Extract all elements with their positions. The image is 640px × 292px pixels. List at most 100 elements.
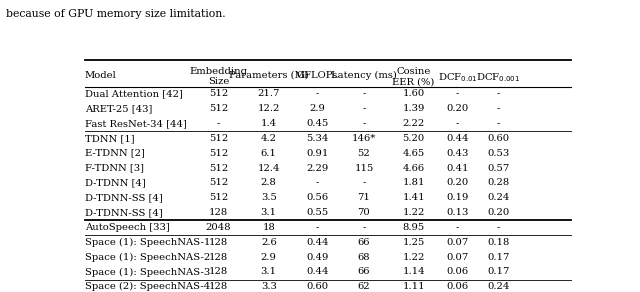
Text: 0.55: 0.55	[307, 208, 329, 217]
Text: 2.6: 2.6	[261, 238, 276, 247]
Text: -: -	[362, 104, 365, 113]
Text: 5.34: 5.34	[307, 134, 329, 143]
Text: Latency (ms): Latency (ms)	[331, 71, 397, 80]
Text: 3.1: 3.1	[260, 267, 276, 277]
Text: Embedding: Embedding	[189, 67, 248, 76]
Text: 128: 128	[209, 253, 228, 262]
Text: ARET-25 [43]: ARET-25 [43]	[85, 104, 152, 113]
Text: 0.60: 0.60	[307, 282, 329, 291]
Text: 128: 128	[209, 282, 228, 291]
Text: 0.41: 0.41	[446, 164, 468, 173]
Text: -: -	[456, 119, 459, 128]
Text: -: -	[497, 119, 500, 128]
Text: 1.25: 1.25	[403, 238, 425, 247]
Text: Space (1): SpeechNAS-3: Space (1): SpeechNAS-3	[85, 267, 210, 277]
Text: 0.56: 0.56	[307, 193, 329, 202]
Text: 0.17: 0.17	[487, 253, 509, 262]
Text: D-TDNN-SS [4]: D-TDNN-SS [4]	[85, 208, 163, 217]
Text: Dual Attention [42]: Dual Attention [42]	[85, 89, 183, 98]
Text: 512: 512	[209, 178, 228, 187]
Text: 0.49: 0.49	[307, 253, 329, 262]
Text: 2.8: 2.8	[260, 178, 276, 187]
Text: TDNN [1]: TDNN [1]	[85, 134, 134, 143]
Text: 0.91: 0.91	[307, 149, 329, 158]
Text: -: -	[497, 223, 500, 232]
Text: E-TDNN [2]: E-TDNN [2]	[85, 149, 145, 158]
Text: 18: 18	[262, 223, 275, 232]
Text: -: -	[456, 89, 459, 98]
Text: Space (1): SpeechNAS-2: Space (1): SpeechNAS-2	[85, 253, 210, 262]
Text: 0.07: 0.07	[446, 253, 468, 262]
Text: 128: 128	[209, 267, 228, 277]
Text: 0.44: 0.44	[446, 134, 468, 143]
Text: 0.24: 0.24	[487, 282, 509, 291]
Text: -: -	[316, 89, 319, 98]
Text: Model: Model	[85, 71, 116, 80]
Text: 0.20: 0.20	[487, 208, 509, 217]
Text: 512: 512	[209, 149, 228, 158]
Text: 512: 512	[209, 193, 228, 202]
Text: -: -	[362, 89, 365, 98]
Text: 2.29: 2.29	[307, 164, 329, 173]
Text: 0.24: 0.24	[487, 193, 509, 202]
Text: Parameters (M): Parameters (M)	[229, 71, 308, 80]
Text: 0.57: 0.57	[487, 164, 509, 173]
Text: 128: 128	[209, 238, 228, 247]
Text: 1.22: 1.22	[403, 208, 425, 217]
Text: 52: 52	[358, 149, 371, 158]
Text: 1.11: 1.11	[403, 282, 425, 291]
Text: Space (1): SpeechNAS-1: Space (1): SpeechNAS-1	[85, 238, 211, 247]
Text: 21.7: 21.7	[257, 89, 280, 98]
Text: 0.28: 0.28	[487, 178, 509, 187]
Text: Space (2): SpeechNAS-4: Space (2): SpeechNAS-4	[85, 282, 210, 291]
Text: 0.60: 0.60	[487, 134, 509, 143]
Text: 0.07: 0.07	[446, 238, 468, 247]
Text: 512: 512	[209, 134, 228, 143]
Text: EER (%): EER (%)	[392, 77, 435, 86]
Text: Cosine: Cosine	[396, 67, 431, 76]
Text: 0.43: 0.43	[446, 149, 468, 158]
Text: DCF$_{0.001}$: DCF$_{0.001}$	[476, 71, 520, 84]
Text: DCF$_{0.01}$: DCF$_{0.01}$	[438, 71, 477, 84]
Text: F-TDNN [3]: F-TDNN [3]	[85, 164, 144, 173]
Text: 0.13: 0.13	[446, 208, 468, 217]
Text: 1.41: 1.41	[403, 193, 425, 202]
Text: -: -	[362, 119, 365, 128]
Text: 5.20: 5.20	[403, 134, 425, 143]
Text: -: -	[217, 119, 220, 128]
Text: D-TDNN-SS [4]: D-TDNN-SS [4]	[85, 193, 163, 202]
Text: 3.3: 3.3	[260, 282, 276, 291]
Text: 512: 512	[209, 164, 228, 173]
Text: -: -	[456, 223, 459, 232]
Text: 2.22: 2.22	[403, 119, 425, 128]
Text: -: -	[362, 178, 365, 187]
Text: Size: Size	[208, 77, 229, 86]
Text: 62: 62	[358, 282, 371, 291]
Text: 12.2: 12.2	[257, 104, 280, 113]
Text: 512: 512	[209, 89, 228, 98]
Text: 0.18: 0.18	[487, 238, 509, 247]
Text: 1.22: 1.22	[403, 253, 425, 262]
Text: 0.20: 0.20	[446, 178, 468, 187]
Text: 71: 71	[358, 193, 371, 202]
Text: -: -	[316, 223, 319, 232]
Text: AutoSpeech [33]: AutoSpeech [33]	[85, 223, 170, 232]
Text: 4.2: 4.2	[260, 134, 276, 143]
Text: D-TDNN [4]: D-TDNN [4]	[85, 178, 146, 187]
Text: 4.65: 4.65	[403, 149, 425, 158]
Text: -: -	[497, 89, 500, 98]
Text: GFLOPs: GFLOPs	[297, 71, 338, 80]
Text: 66: 66	[358, 238, 370, 247]
Text: 0.45: 0.45	[307, 119, 329, 128]
Text: 0.44: 0.44	[307, 238, 329, 247]
Text: 0.20: 0.20	[446, 104, 468, 113]
Text: 0.53: 0.53	[487, 149, 509, 158]
Text: 1.4: 1.4	[260, 119, 276, 128]
Text: -: -	[362, 223, 365, 232]
Text: 66: 66	[358, 267, 370, 277]
Text: Fast ResNet-34 [44]: Fast ResNet-34 [44]	[85, 119, 187, 128]
Text: 2.9: 2.9	[310, 104, 326, 113]
Text: 1.39: 1.39	[403, 104, 425, 113]
Text: -: -	[497, 104, 500, 113]
Text: 4.66: 4.66	[403, 164, 424, 173]
